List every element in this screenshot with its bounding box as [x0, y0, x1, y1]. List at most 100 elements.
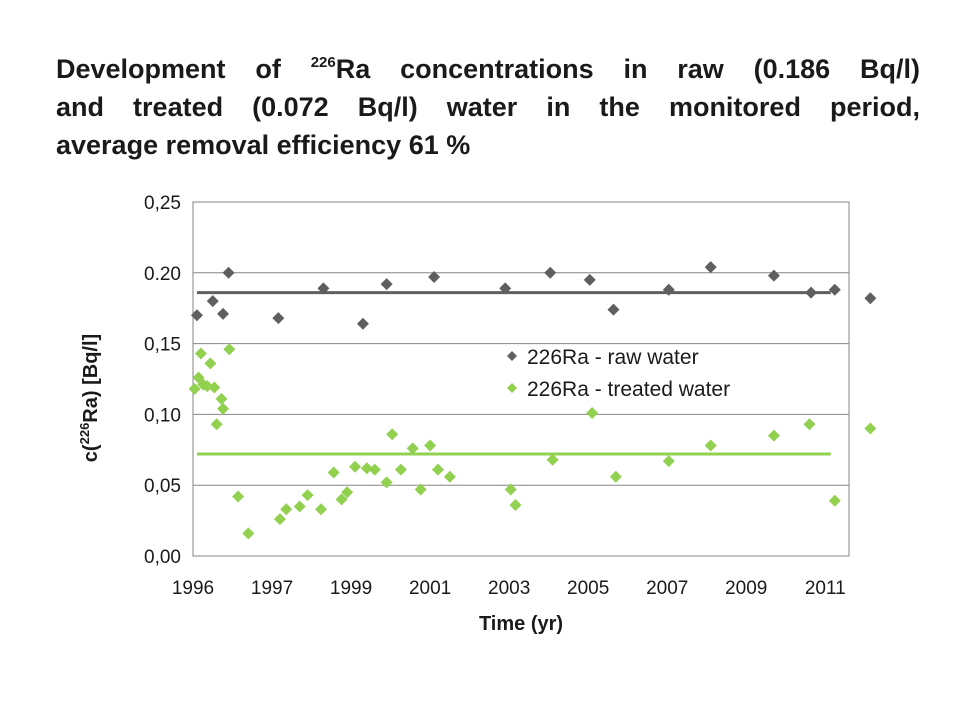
y-axis-title-superscript: 226	[77, 423, 92, 445]
title-line-1: Development of 226Ra concentrations in r…	[56, 50, 920, 88]
treated-water-point	[704, 439, 717, 452]
title-line-3: average removal efficiency 61 %	[56, 130, 471, 160]
legend-marker-treated-water	[507, 383, 517, 393]
raw-water-point	[704, 261, 717, 274]
treated-water-point	[546, 453, 559, 466]
y-tick-label: 0,15	[144, 335, 181, 356]
raw-water-point	[544, 266, 557, 279]
treated-water-point	[414, 483, 427, 496]
x-tick-label: 1996	[172, 578, 214, 599]
legend: 226Ra - raw water 226Ra - treated water	[507, 346, 730, 401]
treated-water-point	[223, 343, 236, 356]
y-axis-title: c(226Ra) [Bq/l]	[77, 334, 102, 462]
raw-water-point	[356, 317, 369, 330]
treated-water-point	[315, 503, 328, 516]
treated-water-point	[293, 500, 306, 513]
y-tick-label: 0,00	[144, 547, 181, 568]
treated-water-point	[232, 490, 245, 503]
raw-water-point	[222, 266, 235, 279]
raw-water-point	[767, 269, 780, 282]
treated-water-point	[386, 428, 399, 441]
treated-water-point	[204, 357, 217, 370]
x-tick-label: 1997	[251, 578, 293, 599]
x-tick-label: 2011	[805, 578, 846, 599]
legend-marker-raw-water	[507, 351, 517, 361]
title-line-2: and treated (0.072 Bq/l) water in the mo…	[56, 92, 920, 122]
y-axis-title-prefix: c(	[80, 444, 102, 462]
x-tick-label: 2005	[567, 578, 609, 599]
treated-water-point	[662, 455, 675, 468]
legend-item-treated-water: 226Ra - treated water	[507, 378, 730, 401]
treated-water-point	[609, 470, 622, 483]
treated-water-point	[349, 460, 362, 473]
treated-water-point	[803, 418, 816, 431]
x-tick-label: 2001	[409, 578, 451, 599]
treated-water-point	[280, 503, 293, 516]
data-points	[188, 261, 877, 540]
treated-water-point	[509, 499, 522, 512]
treated-water-point	[301, 489, 314, 502]
y-tick-label: 0,10	[144, 405, 181, 426]
raw-water-point	[499, 282, 512, 295]
treated-water-point	[443, 470, 456, 483]
legend-label-raw-water: 226Ra - raw water	[527, 346, 699, 369]
title-superscript: 226	[310, 54, 336, 71]
treated-water-point	[424, 439, 437, 452]
treated-water-point	[368, 463, 381, 476]
treated-water-point	[335, 493, 348, 506]
x-tick-label: 2009	[725, 578, 767, 599]
x-axis-tick-labels: 1996 1997 1999 2001 2003 2005 2007 2009 2011	[172, 578, 846, 599]
raw-water-point	[828, 283, 841, 296]
raw-water-point	[428, 271, 441, 284]
raw-water-point	[607, 303, 620, 316]
grid-lines	[193, 272, 849, 486]
treated-water-point	[360, 462, 373, 475]
x-tick-label: 2007	[646, 578, 688, 599]
title-line1-rest: Ra concentrations in raw (0.186 Bq/l)	[335, 54, 921, 84]
treated-water-point	[380, 476, 393, 489]
treated-water-point	[242, 527, 255, 540]
x-tick-label: 2003	[488, 578, 530, 599]
raw-water-point	[217, 307, 230, 320]
treated-water-point	[194, 347, 207, 360]
raw-water-point	[583, 273, 596, 286]
treated-water-point	[394, 463, 407, 476]
plot-area-frame	[192, 201, 850, 557]
treated-water-point	[341, 486, 354, 499]
raw-water-point	[805, 286, 818, 299]
legend-item-raw-water: 226Ra - raw water	[507, 346, 699, 369]
raw-water-point	[317, 282, 330, 295]
treated-water-point	[767, 429, 780, 442]
slide-title: Development of 226Ra concentrations in r…	[56, 50, 920, 164]
y-tick-label: 0.20	[144, 264, 181, 285]
raw-water-point	[380, 278, 393, 291]
treated-water-point	[828, 494, 841, 507]
raw-water-point	[272, 312, 285, 325]
treated-water-point	[273, 513, 286, 526]
treated-water-point	[208, 381, 221, 394]
treated-water-point	[432, 463, 445, 476]
y-axis-title-suffix: Ra) [Bq/l]	[80, 334, 102, 423]
treated-water-point	[217, 402, 230, 415]
raw-water-point	[206, 295, 219, 308]
treated-water-point	[504, 483, 517, 496]
x-axis-title: Time (yr)	[479, 613, 563, 635]
y-tick-label: 0,05	[144, 476, 181, 497]
treated-water-point	[188, 382, 201, 395]
legend-label-treated-water: 226Ra - treated water	[527, 378, 730, 401]
y-axis-tick-labels: 0,00 0,05 0,10 0,15 0.20 0,25	[144, 193, 181, 568]
treated-water-point	[406, 442, 419, 455]
treated-water-point	[864, 422, 877, 435]
y-tick-label: 0,25	[144, 193, 181, 214]
x-tick-label: 1999	[330, 578, 372, 599]
raw-water-point	[662, 283, 675, 296]
raw-water-point	[190, 309, 203, 322]
title-prefix: Development of	[56, 54, 311, 84]
raw-water-point	[864, 292, 877, 305]
mean-lines	[196, 291, 831, 456]
treated-water-point	[586, 406, 599, 419]
treated-water-point	[327, 466, 340, 479]
treated-water-point	[215, 392, 228, 405]
treated-water-point	[210, 418, 223, 431]
